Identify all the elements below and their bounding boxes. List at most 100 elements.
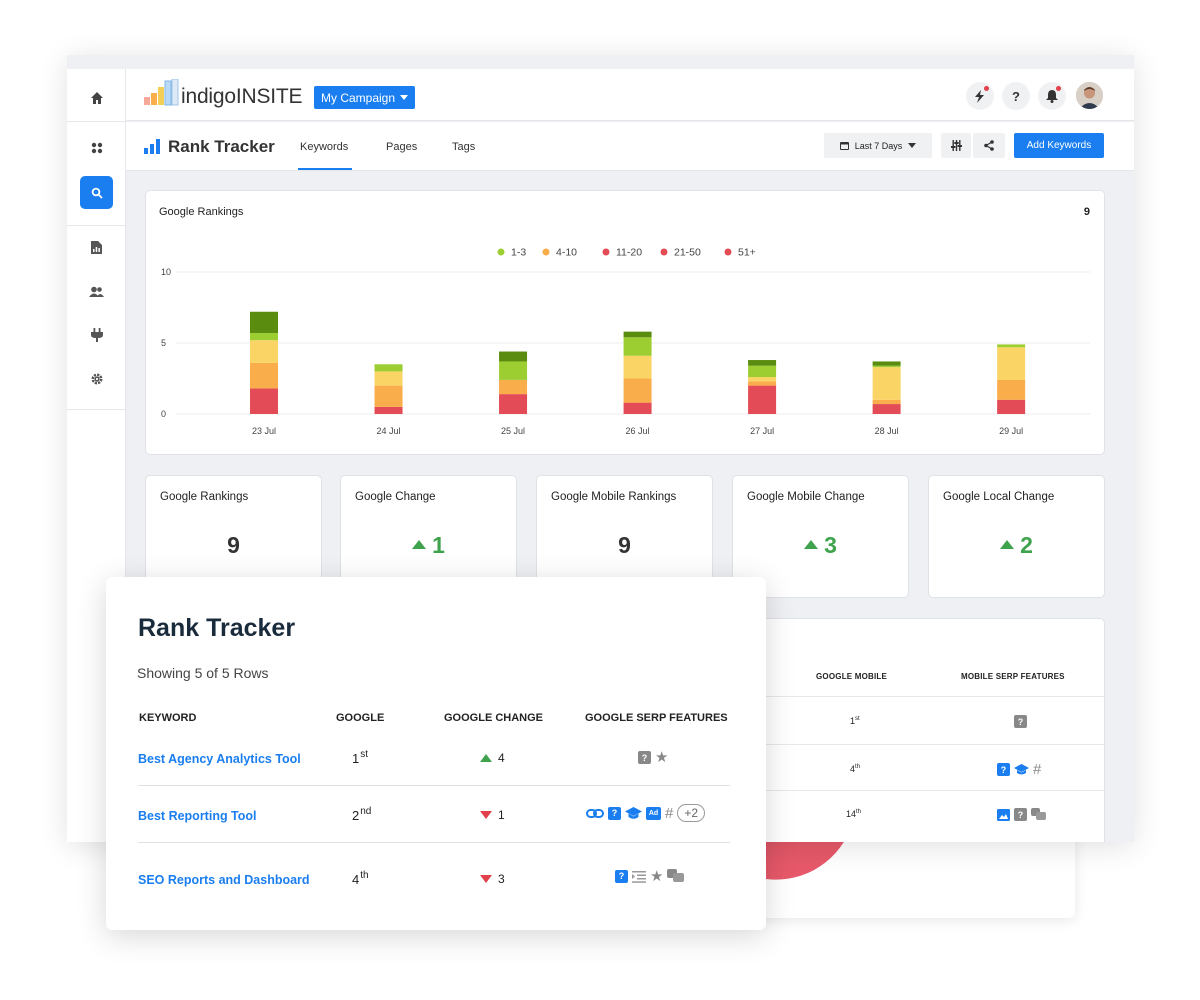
bar-segment[interactable]: [374, 385, 403, 407]
legend-marker: [497, 248, 505, 256]
bar-segment[interactable]: [250, 340, 278, 363]
campaign-dropdown[interactable]: My Campaign: [314, 86, 416, 109]
bar-segment[interactable]: [748, 377, 777, 382]
bar-segment[interactable]: [748, 385, 777, 414]
user-avatar[interactable]: [1076, 82, 1103, 109]
bar-segment[interactable]: [499, 394, 528, 414]
column-header-google-serp-features[interactable]: GOOGLE SERP FEATURES: [585, 712, 728, 724]
stat-label: Google Change: [355, 491, 436, 503]
bar-segment[interactable]: [499, 351, 528, 362]
more-features-badge[interactable]: +2: [677, 804, 706, 822]
notification-dot: [984, 86, 989, 91]
sidebar-divider: [67, 409, 126, 410]
keyword-link[interactable]: SEO Reports and Dashboard: [138, 873, 310, 887]
google-rankings-chart-card: 0 5 10 1-3 4-10 11-20 21-50 51+ 23 Jul 24 Jul 25 J…: [145, 190, 1105, 455]
bar-segment[interactable]: [374, 406, 403, 414]
bar-segment[interactable]: [250, 362, 278, 389]
bar-segment[interactable]: [499, 379, 528, 395]
bar-segment[interactable]: [623, 355, 652, 379]
stat-value: 1: [341, 532, 516, 559]
bar-segment[interactable]: [997, 344, 1026, 348]
bar-segment[interactable]: [250, 333, 278, 341]
bar-segment[interactable]: [872, 365, 901, 368]
legend-label[interactable]: 4-10: [556, 247, 577, 259]
donut-chart-slice: [760, 830, 850, 880]
tab-tags[interactable]: Tags: [452, 141, 476, 153]
x-tick-label: 24 Jul: [377, 426, 401, 436]
ad-icon: Ad: [646, 806, 661, 820]
bar-segment[interactable]: [623, 402, 652, 414]
column-header-mobile-serp-features[interactable]: MOBILE SERP FEATURES: [961, 672, 1065, 681]
bar-segment[interactable]: [748, 360, 777, 366]
featured-snippet-icon: [632, 870, 646, 883]
legend-label[interactable]: 11-20: [616, 247, 642, 259]
bar-segment[interactable]: [623, 378, 652, 403]
bar-segment[interactable]: [623, 331, 652, 338]
filter-settings-button[interactable]: [941, 133, 971, 158]
column-header-google-mobile[interactable]: GOOGLE MOBILE: [816, 672, 888, 681]
bar-segment[interactable]: [872, 367, 901, 400]
bar-segment[interactable]: [997, 379, 1026, 400]
settings-gear-icon[interactable]: [80, 362, 113, 395]
bar-segment[interactable]: [374, 371, 403, 386]
mobile-serp-features: ? #: [997, 762, 1041, 777]
bar-segment[interactable]: [997, 399, 1026, 414]
notification-dot: [1056, 86, 1061, 91]
search-icon[interactable]: [80, 176, 113, 209]
bar-segment[interactable]: [250, 311, 278, 334]
popup-title: Rank Tracker: [138, 614, 296, 642]
bar-segment[interactable]: [499, 361, 528, 380]
rank-table-card: GOOGLE MOBILE MOBILE SERP FEATURES 1st ?…: [732, 618, 1106, 842]
calendar-icon: [839, 142, 849, 150]
question-icon: ?: [1014, 715, 1027, 728]
brand-name: indigoINSITE: [181, 85, 303, 108]
tab-pages[interactable]: Pages: [386, 141, 418, 153]
question-icon: ?: [638, 751, 651, 764]
notifications-button[interactable]: [1038, 82, 1066, 110]
legend-label[interactable]: 1-3: [511, 247, 526, 259]
column-header-google[interactable]: GOOGLE: [336, 712, 385, 724]
whats-new-button[interactable]: [966, 82, 994, 110]
page-header: Rank Tracker Keywords Pages Tags Last 7 …: [126, 122, 1134, 171]
google-rank-cell: 2nd: [352, 806, 372, 823]
keyword-link[interactable]: Best Agency Analytics Tool: [138, 752, 301, 766]
legend-label[interactable]: 21-50: [674, 247, 701, 259]
legend-label[interactable]: 51+: [738, 247, 756, 259]
bar-segment[interactable]: [872, 361, 901, 366]
home-icon[interactable]: [80, 81, 113, 114]
column-header-google-change[interactable]: GOOGLE CHANGE: [444, 712, 544, 724]
bar-segment[interactable]: [748, 381, 777, 386]
x-tick-label: 23 Jul: [252, 426, 276, 436]
bar-segment[interactable]: [872, 399, 901, 405]
bar-segment[interactable]: [374, 364, 403, 372]
keyword-link[interactable]: Best Reporting Tool: [138, 809, 257, 823]
integrations-plug-icon[interactable]: [80, 318, 113, 351]
triangle-up-icon: [480, 754, 492, 762]
chart-count: 9: [1083, 206, 1090, 218]
users-icon[interactable]: [80, 275, 113, 308]
bar-segment[interactable]: [623, 337, 652, 356]
report-icon[interactable]: [80, 231, 113, 264]
stat-value: 3: [733, 532, 908, 559]
add-keywords-button[interactable]: Add Keywords: [1014, 133, 1104, 158]
date-range-dropdown[interactable]: Last 7 Days: [824, 133, 932, 158]
mobile-rank-cell: 1st: [850, 716, 860, 726]
help-button[interactable]: ?: [1002, 82, 1030, 110]
bar-segment[interactable]: [997, 347, 1026, 380]
share-button[interactable]: [973, 133, 1005, 158]
reviews-icon: [667, 869, 685, 882]
bar-segment[interactable]: [748, 365, 777, 378]
column-header-keyword[interactable]: KEYWORD: [139, 712, 197, 724]
dashboard-grid-icon[interactable]: [80, 131, 113, 164]
bar-segment[interactable]: [872, 404, 901, 414]
date-range-label: Last 7 Days: [854, 140, 903, 151]
google-serp-features: ? ★: [615, 869, 685, 884]
row-divider: [138, 785, 730, 786]
bar-segment[interactable]: [250, 388, 278, 414]
tab-keywords[interactable]: Keywords: [300, 141, 349, 153]
y-tick-label: 10: [161, 267, 171, 277]
reviews-icon: [1031, 808, 1046, 820]
caret-down-icon: [908, 143, 917, 148]
triangle-up-icon: [1000, 540, 1015, 549]
